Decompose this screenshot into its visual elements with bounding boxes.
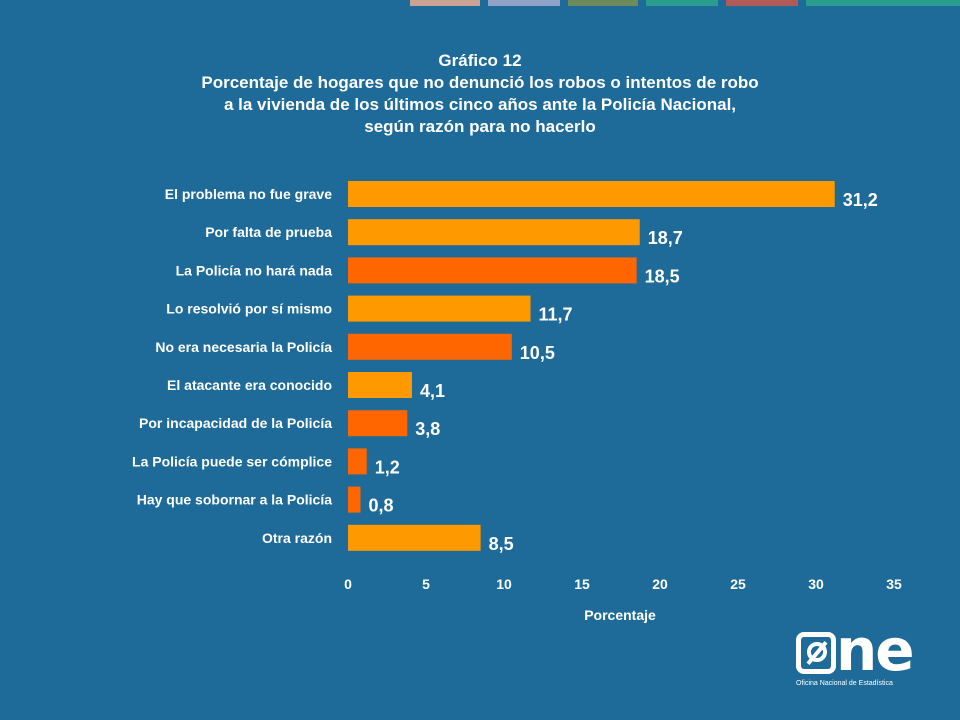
- x-tick-label: 25: [730, 576, 746, 592]
- bar: [348, 257, 637, 284]
- logo-text: ne: [836, 616, 915, 684]
- bar: [348, 295, 531, 322]
- category-label: La Policía puede ser cómplice: [132, 453, 332, 469]
- category-label: La Policía no hará nada: [176, 262, 333, 278]
- value-label: 31,2: [843, 190, 878, 210]
- strip-segment: [806, 0, 960, 6]
- strip-segment: [568, 0, 638, 6]
- x-tick-label: 0: [344, 576, 352, 592]
- title-line-1: Gráfico 12: [438, 51, 522, 70]
- value-label: 3,8: [415, 419, 440, 439]
- strip-segment: [488, 0, 560, 6]
- bar: [348, 524, 481, 551]
- category-label: Hay que sobornar a la Policía: [137, 492, 333, 508]
- x-tick-label: 20: [652, 576, 668, 592]
- category-label: Otra razón: [262, 530, 332, 546]
- strip-segment: [646, 0, 718, 6]
- category-label: No era necesaria la Policía: [155, 339, 332, 355]
- bar: [348, 410, 408, 437]
- category-label: Por falta de prueba: [205, 224, 332, 240]
- bar: [348, 372, 412, 398]
- value-label: 4,1: [420, 381, 445, 401]
- bar: [348, 333, 512, 360]
- bar: [348, 181, 835, 207]
- logo-mark-icon: [796, 632, 836, 674]
- category-label: Por incapacidad de la Policía: [139, 415, 332, 431]
- title-line-3: a la vivienda de los últimos cinco años …: [223, 95, 737, 114]
- value-label: 0,8: [368, 496, 393, 516]
- value-label: 11,7: [539, 305, 573, 325]
- title-line-4: según razón para no hacerlo: [364, 117, 596, 136]
- value-label: 8,5: [489, 534, 514, 554]
- x-tick-label: 15: [574, 576, 590, 592]
- x-tick-label: 10: [496, 576, 512, 592]
- value-label: 18,5: [645, 266, 680, 286]
- x-tick-label: 30: [808, 576, 824, 592]
- title-line-2: Porcentaje de hogares que no denunció lo…: [201, 73, 759, 92]
- category-label: El atacante era conocido: [167, 377, 332, 393]
- bar: [348, 486, 361, 513]
- chart-title: Gráfico 12 Porcentaje de hogares que no …: [0, 50, 960, 138]
- bar: [348, 219, 640, 246]
- one-logo: ne Oficina Nacional de Estadística: [796, 618, 920, 696]
- category-label: El problema no fue grave: [165, 186, 332, 202]
- strip-segment: [410, 0, 480, 6]
- x-axis-title: Porcentaje: [584, 607, 656, 623]
- top-color-strip: [0, 0, 960, 8]
- logo-subtitle: Oficina Nacional de Estadística: [796, 680, 893, 687]
- bar: [348, 448, 367, 475]
- x-tick-label: 35: [886, 576, 902, 592]
- value-label: 1,2: [375, 457, 400, 477]
- strip-segment: [726, 0, 798, 6]
- value-label: 10,5: [520, 343, 555, 363]
- value-label: 18,7: [648, 228, 683, 248]
- category-label: Lo resolvió por sí mismo: [166, 301, 332, 317]
- x-tick-label: 5: [422, 576, 430, 592]
